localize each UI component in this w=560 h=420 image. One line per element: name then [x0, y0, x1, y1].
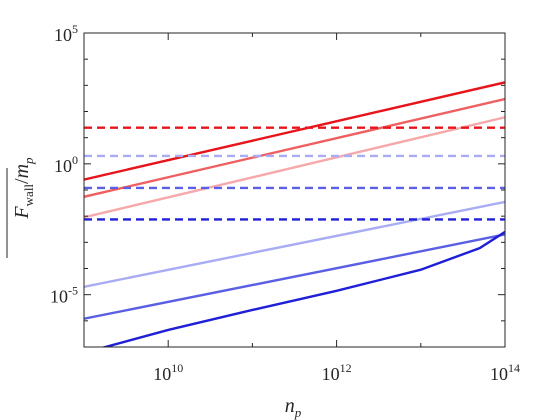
series-line-1 — [84, 81, 505, 181]
series-line-4 — [84, 200, 505, 288]
tick-labels: 1010 1012 1014 105 100 10-5 — [50, 22, 520, 384]
x-tick-label: 1012 — [322, 361, 352, 384]
ticks — [83, 32, 506, 348]
y-tick-label: 105 — [54, 22, 78, 45]
y-tick-label: 10-5 — [50, 284, 78, 307]
x-tick-label: 1010 — [153, 361, 183, 384]
plot-lines — [84, 81, 505, 347]
y-tick-label: 100 — [54, 153, 78, 176]
series-line-6 — [100, 230, 505, 347]
y-axis-label: Fwall/mp — [11, 157, 36, 220]
x-axis-label: np — [285, 395, 302, 420]
series-line-5 — [84, 233, 505, 320]
x-tick-label: 1014 — [490, 361, 520, 384]
series-line-2 — [84, 97, 505, 198]
series-line-3 — [84, 116, 505, 219]
